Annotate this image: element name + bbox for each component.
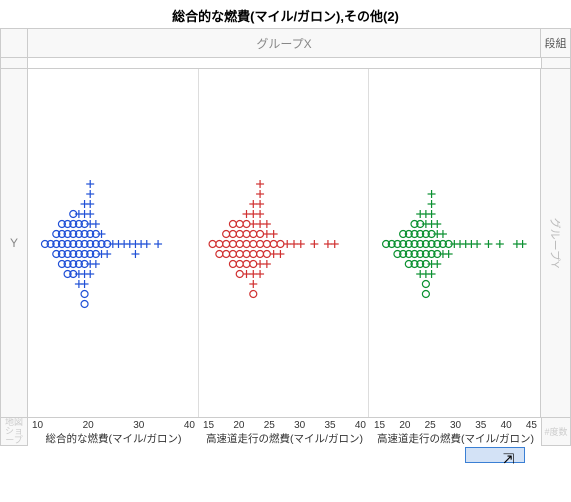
tick-label: 30	[133, 420, 144, 431]
axis-label: 高速道走行の燃費(マイル/ガロン)	[370, 431, 541, 446]
corner-top-left	[0, 28, 28, 58]
tick-label: 35	[325, 420, 336, 431]
plot-panel[interactable]	[199, 69, 370, 417]
plot-panel[interactable]	[28, 69, 199, 417]
corner-bottom-left: 地図ショープ	[0, 418, 28, 446]
tick-label: 40	[184, 420, 195, 431]
tick-label: 40	[501, 420, 512, 431]
tick-label: 30	[450, 420, 461, 431]
axis-area: 10203040総合的な燃費(マイル/ガロン)152025303540高速道走行…	[28, 418, 541, 446]
grid-wrap: グループX 段組 Y グループY 地図ショープ 10203040総合的な燃費(マ…	[0, 28, 571, 502]
tick-label: 10	[32, 420, 43, 431]
axis-panel: 15 20 25 30 35 40 45高速道走行の燃費(マイル/ガロン)	[370, 418, 541, 446]
axis-label: 総合的な燃費(マイル/ガロン)	[28, 431, 199, 446]
tick-label: 20	[233, 420, 244, 431]
tick-label: 25	[264, 420, 275, 431]
selection-highlight	[465, 447, 525, 463]
tick-label: 15	[374, 420, 385, 431]
tick-label: 25	[425, 420, 436, 431]
group-x-header[interactable]: グループX	[28, 28, 541, 58]
tick-label: 45	[526, 420, 537, 431]
plot-panel[interactable]	[369, 69, 540, 417]
tick-label: 20	[83, 420, 94, 431]
group-y-label[interactable]: グループY	[541, 68, 571, 418]
tick-label: 15	[203, 420, 214, 431]
chart-title: 総合的な燃費(マイル/ガロン),その他(2)	[0, 0, 571, 31]
chart-container: 総合的な燃費(マイル/ガロン),その他(2) グループX 段組 Y グループY …	[0, 0, 571, 502]
corner-bottom-right: #度数	[541, 418, 571, 446]
y-axis-label[interactable]: Y	[0, 68, 28, 418]
tick-label: 40	[355, 420, 366, 431]
tick-label: 35	[475, 420, 486, 431]
plot-area[interactable]	[28, 68, 541, 418]
tick-label: 30	[294, 420, 305, 431]
axis-label: 高速道走行の燃費(マイル/ガロン)	[199, 431, 370, 446]
axis-panel: 15 20 25 30 35 40高速道走行の燃費(マイル/ガロン)	[199, 418, 370, 446]
tick-label: 20	[399, 420, 410, 431]
axis-panel: 10 20 30 40総合的な燃費(マイル/ガロン)	[28, 418, 199, 446]
column-layout-header[interactable]: 段組	[541, 28, 571, 58]
